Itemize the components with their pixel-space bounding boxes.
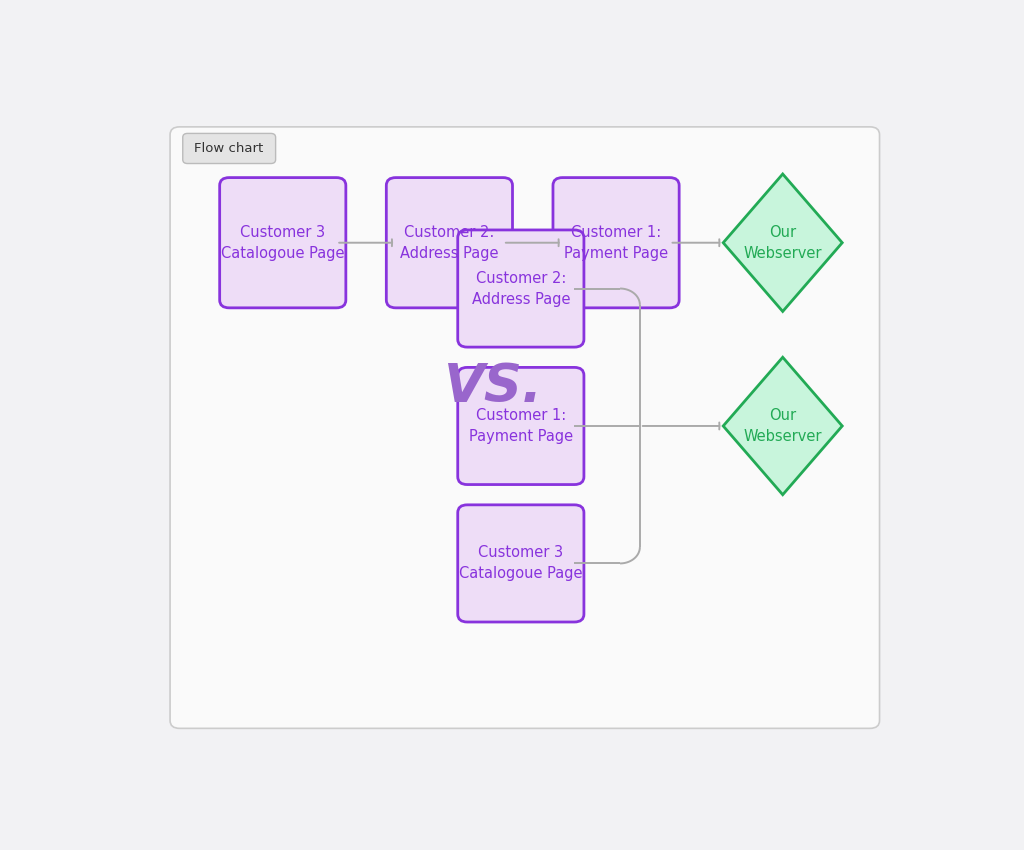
Polygon shape (723, 174, 842, 311)
Text: Customer 2:
Address Page: Customer 2: Address Page (400, 224, 499, 261)
FancyBboxPatch shape (553, 178, 679, 308)
Text: Customer 3
Catalogoue Page: Customer 3 Catalogoue Page (459, 546, 583, 581)
Text: Customer 1:
Payment Page: Customer 1: Payment Page (469, 408, 572, 444)
Text: Flow chart: Flow chart (195, 142, 263, 155)
FancyBboxPatch shape (458, 230, 584, 347)
Text: Customer 1:
Payment Page: Customer 1: Payment Page (564, 224, 668, 261)
Text: VS.: VS. (443, 360, 543, 413)
Text: Customer 3
Catalogoue Page: Customer 3 Catalogoue Page (221, 224, 344, 261)
Text: Our
Webserver: Our Webserver (743, 408, 822, 444)
Text: Customer 2:
Address Page: Customer 2: Address Page (472, 270, 570, 307)
FancyBboxPatch shape (220, 178, 346, 308)
FancyBboxPatch shape (458, 367, 584, 484)
FancyBboxPatch shape (458, 505, 584, 622)
Polygon shape (723, 357, 842, 495)
FancyBboxPatch shape (182, 133, 275, 163)
Text: Our
Webserver: Our Webserver (743, 224, 822, 261)
FancyBboxPatch shape (170, 127, 880, 728)
FancyBboxPatch shape (386, 178, 512, 308)
